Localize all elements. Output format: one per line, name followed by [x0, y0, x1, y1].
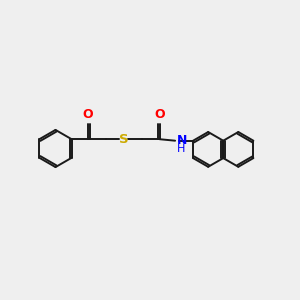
- Text: N: N: [177, 134, 187, 147]
- Text: O: O: [83, 108, 93, 121]
- Text: H: H: [177, 144, 185, 154]
- Text: O: O: [154, 108, 165, 121]
- Text: S: S: [119, 133, 128, 146]
